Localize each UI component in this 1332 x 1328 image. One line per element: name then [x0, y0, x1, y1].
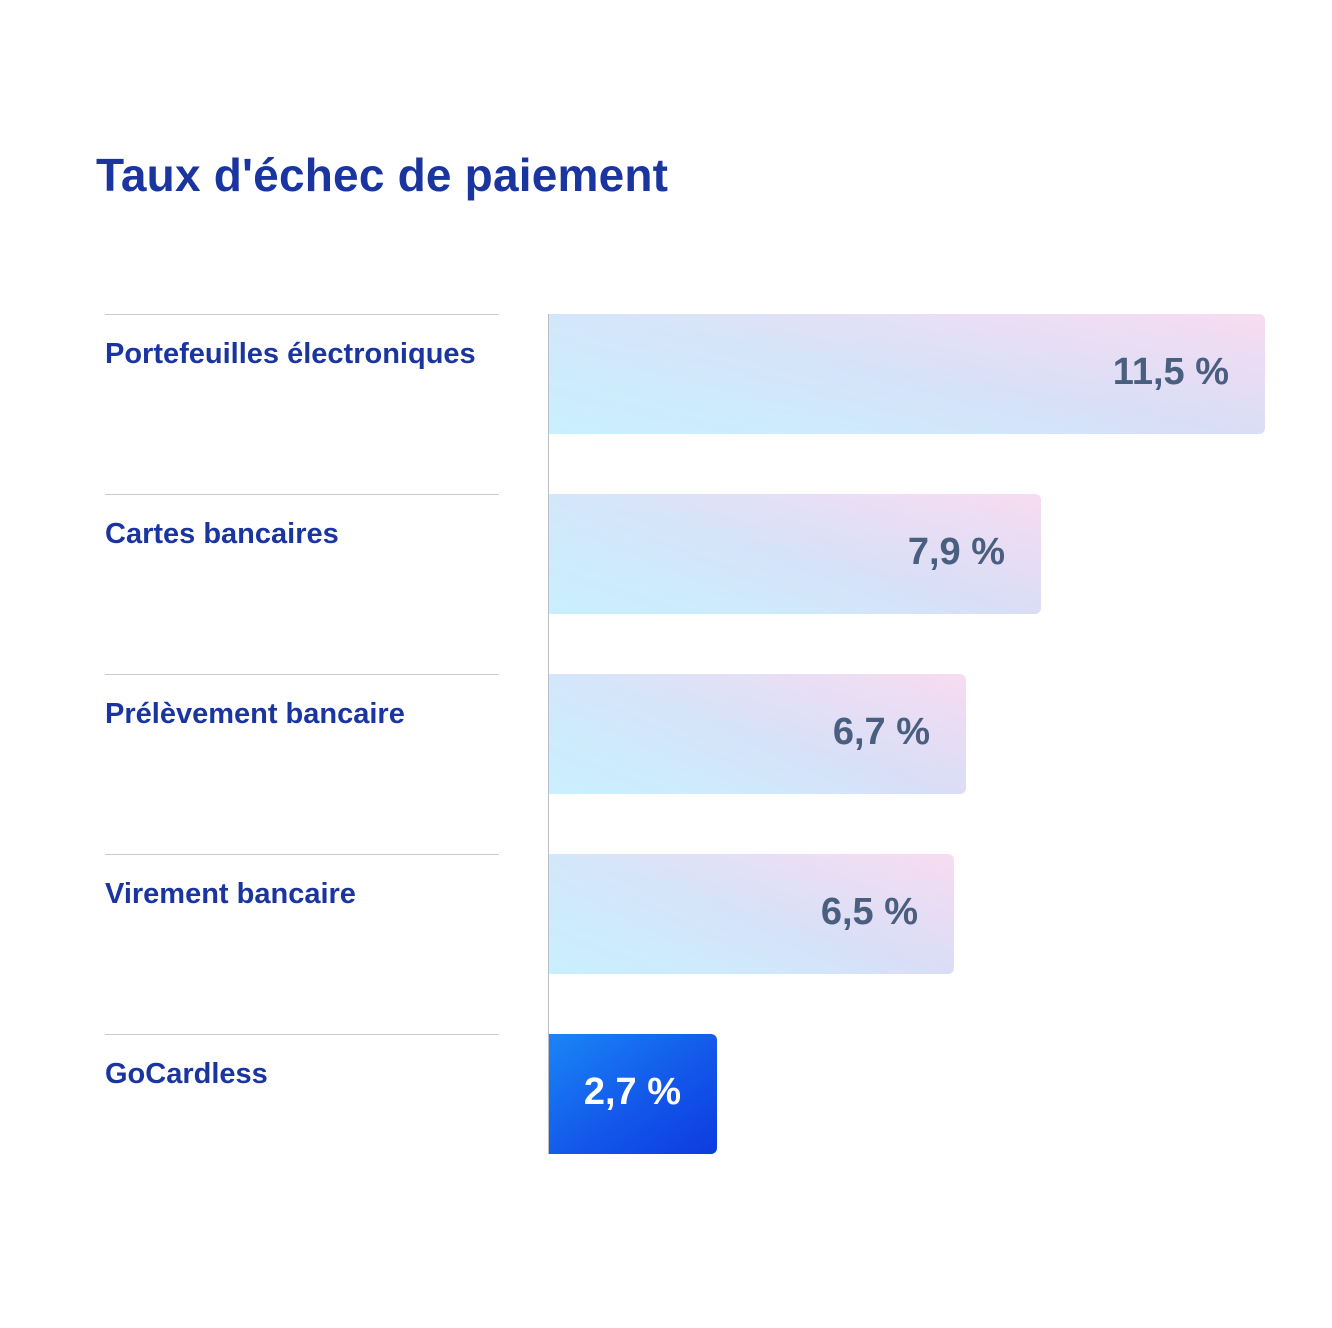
category-label: Prélèvement bancaire: [105, 698, 405, 730]
bar-value-label: 7,9 %: [907, 531, 1005, 573]
bar-row: GoCardless 2,7 %: [0, 1034, 1332, 1154]
category-label: Portefeuilles électroniques: [105, 338, 476, 370]
bar-axis-line: [548, 314, 549, 1154]
bar-value-label: 2,7 %: [583, 1071, 681, 1113]
bar-value-label: 11,5 %: [1112, 351, 1229, 393]
bar: 6,7 %: [549, 674, 966, 794]
category-label: Virement bancaire: [105, 878, 356, 910]
highlight-bar: 2,7 %: [549, 1034, 717, 1154]
label-divider: [105, 674, 499, 675]
chart-title: Taux d'échec de paiement: [96, 149, 669, 201]
bar: 11,5 %: [549, 314, 1265, 434]
label-divider: [105, 1034, 499, 1035]
bar: 7,9 %: [549, 494, 1041, 614]
bar-row: Cartes bancaires 7,9 %: [0, 494, 1332, 614]
label-divider: [105, 854, 499, 855]
label-divider: [105, 314, 499, 315]
bar-row: Virement bancaire 6,5 %: [0, 854, 1332, 974]
category-label: Cartes bancaires: [105, 518, 339, 550]
label-divider: [105, 494, 499, 495]
bar-row: Portefeuilles électroniques 11,5 %: [0, 314, 1332, 434]
bar-value-label: 6,5 %: [820, 891, 918, 933]
category-label: GoCardless: [105, 1058, 268, 1090]
bar-row: Prélèvement bancaire 6,7 %: [0, 674, 1332, 794]
bar-value-label: 6,7 %: [832, 711, 930, 753]
bar: 6,5 %: [549, 854, 954, 974]
